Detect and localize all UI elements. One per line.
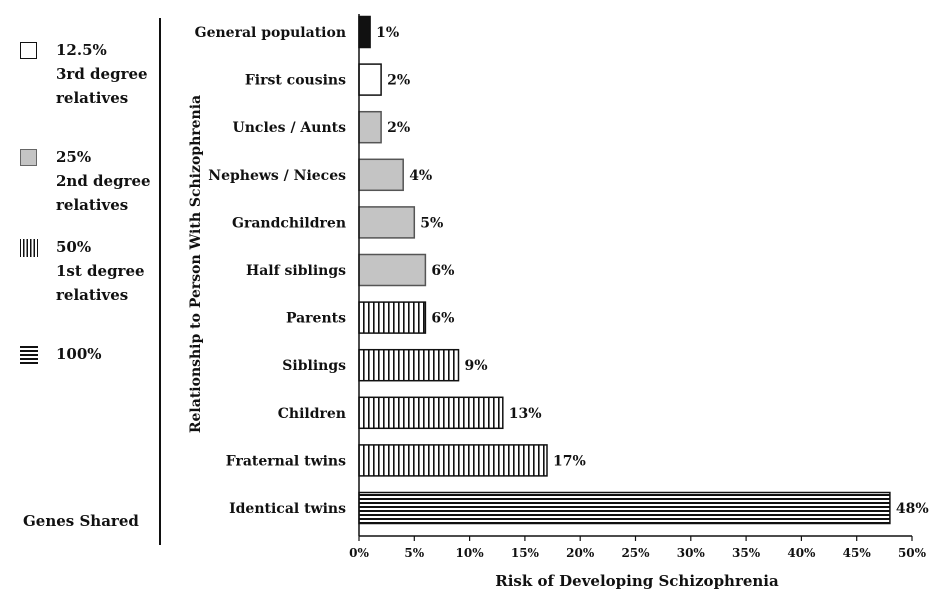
- legend-text: 100%: [56, 342, 102, 366]
- legend-line1: 3rd degree: [56, 65, 148, 83]
- x-tick-label: 10%: [456, 546, 485, 560]
- legend-swatch-horizontal: [20, 346, 38, 364]
- legend-divider: [159, 18, 161, 545]
- value-label: 1%: [376, 25, 399, 41]
- category-label: Identical twins: [229, 501, 346, 517]
- value-label: 13%: [509, 406, 542, 422]
- bar-children: [358, 396, 504, 430]
- value-label: 17%: [553, 453, 586, 469]
- legend-swatch-gray: [20, 149, 37, 166]
- legend-line1: 2nd degree: [56, 172, 151, 190]
- x-tick-label: 25%: [621, 546, 650, 560]
- category-label: Half siblings: [246, 263, 346, 279]
- bar-uncles-aunts: [358, 110, 382, 144]
- legend-pct: 100%: [56, 345, 102, 363]
- category-label: Uncles / Aunts: [233, 120, 347, 136]
- y-axis-label: Relationship to Person With Schizophreni…: [188, 95, 204, 433]
- legend-line2: relatives: [56, 196, 129, 214]
- legend-pct: 50%: [56, 238, 92, 256]
- category-label: Siblings: [282, 358, 346, 374]
- legend-line1: 1st degree: [56, 262, 145, 280]
- bar-parents: [358, 301, 427, 334]
- legend-pct: 12.5%: [56, 41, 107, 59]
- category-label: First cousins: [245, 73, 346, 89]
- value-label: 6%: [431, 263, 454, 279]
- x-tick-label: 15%: [511, 546, 540, 560]
- bar-first-cousins: [358, 63, 382, 96]
- legend-text: 12.5% 3rd degree relatives: [56, 38, 148, 110]
- bar-half-siblings: [358, 253, 427, 287]
- value-label: 4%: [409, 168, 432, 184]
- value-label: 6%: [431, 311, 454, 327]
- x-tick-label: 45%: [843, 546, 872, 560]
- value-label: 2%: [387, 73, 410, 89]
- legend-text: 25% 2nd degree relatives: [56, 145, 151, 217]
- value-label: 48%: [896, 501, 929, 517]
- category-label: Children: [278, 406, 346, 422]
- legend-line2: relatives: [56, 89, 129, 107]
- category-label: Parents: [286, 311, 346, 327]
- category-label: Fraternal twins: [226, 453, 346, 469]
- value-label: 5%: [420, 215, 443, 231]
- legend-swatch-vertical: [20, 239, 38, 257]
- value-label: 9%: [465, 358, 488, 374]
- x-tick-label: 0%: [349, 546, 369, 560]
- bar-general-population: [358, 15, 371, 49]
- x-tick-label: 50%: [898, 546, 927, 560]
- x-axis-label: Risk of Developing Schizophrenia: [495, 572, 779, 590]
- legend-line2: relatives: [56, 286, 129, 304]
- bar-nephews-nieces: [358, 158, 404, 192]
- bar-identical-twins: [358, 491, 891, 525]
- legend-pct: 25%: [56, 148, 92, 166]
- x-tick-label: 20%: [566, 546, 595, 560]
- category-label: General population: [195, 25, 346, 41]
- bar-siblings: [358, 348, 460, 382]
- x-tick-label: 40%: [787, 546, 816, 560]
- value-label: 2%: [387, 120, 410, 136]
- category-label: Grandchildren: [232, 215, 346, 231]
- legend: 12.5% 3rd degree relatives 25% 2nd degre…: [0, 0, 160, 602]
- bar-fraternal-twins: [358, 444, 548, 477]
- legend-text: 50% 1st degree relatives: [56, 235, 145, 307]
- x-tick-label: 30%: [677, 546, 706, 560]
- legend-footer: Genes Shared: [23, 512, 139, 530]
- legend-swatch-white: [20, 42, 37, 59]
- category-label: Nephews / Nieces: [208, 168, 346, 184]
- bar-grandchildren: [358, 206, 416, 239]
- x-tick-label: 35%: [732, 546, 761, 560]
- x-tick-label: 5%: [404, 546, 424, 560]
